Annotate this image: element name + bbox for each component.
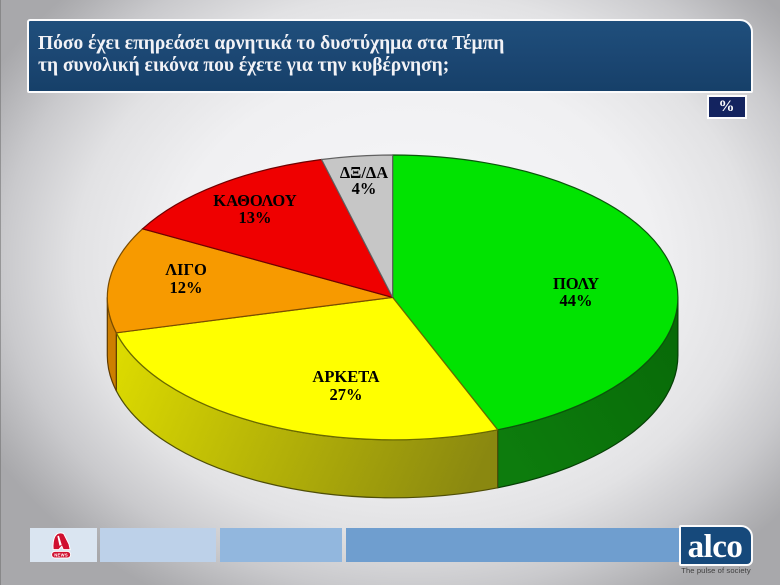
svg-text:NEWS: NEWS <box>54 553 68 558</box>
